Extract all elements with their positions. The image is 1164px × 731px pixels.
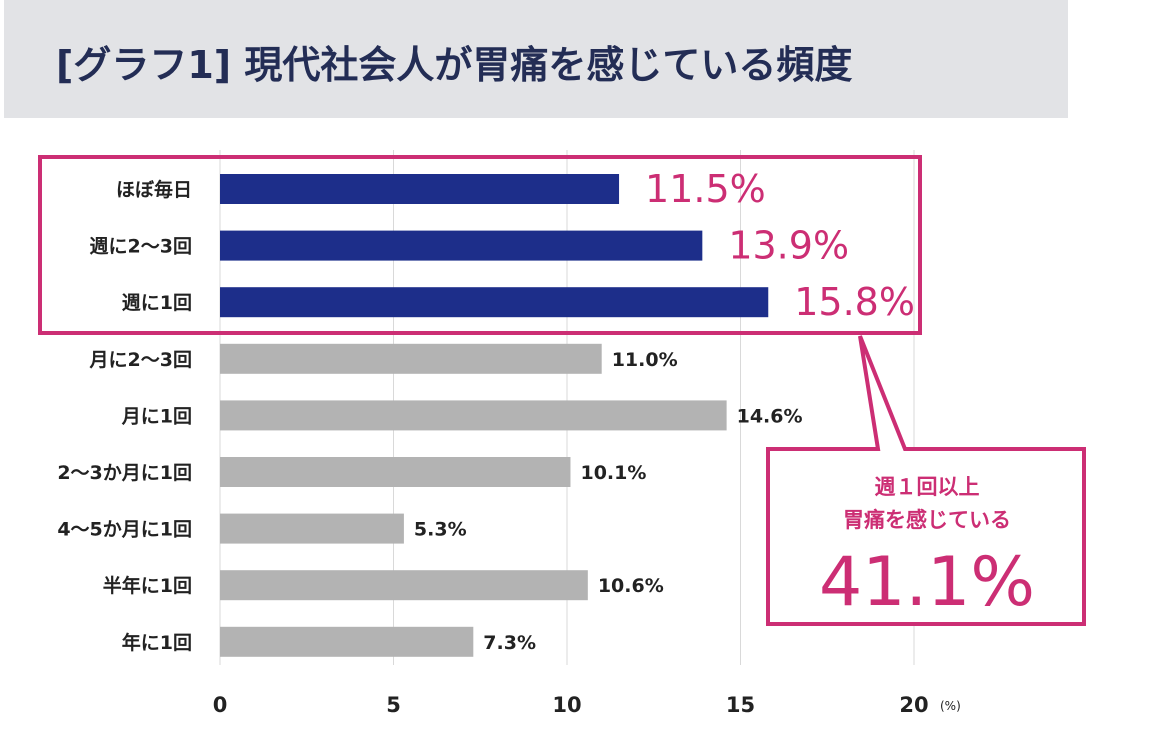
x-tick-label: 0	[213, 693, 228, 717]
category-label: ほぼ毎日	[116, 178, 192, 201]
category-label: 4〜5か月に1回	[57, 519, 192, 541]
category-label: 年に1回	[122, 631, 192, 654]
category-label: 週に2〜3回	[90, 236, 192, 258]
bar	[220, 343, 602, 374]
category-label: 2〜3か月に1回	[57, 462, 192, 484]
category-label: 月に2〜3回	[89, 349, 192, 371]
bar	[220, 400, 727, 431]
value-label: 11.5%	[645, 167, 766, 211]
bar	[220, 626, 474, 657]
callout-box	[766, 335, 1086, 626]
category-label: 月に1回	[121, 405, 192, 427]
value-label: 15.8%	[794, 280, 915, 324]
value-label: 5.3%	[414, 519, 467, 541]
title-bar: [グラフ1] 現代社会人が胃痛を感じている頻度	[4, 0, 1068, 118]
callout-title: 週１回以上	[875, 475, 980, 499]
x-tick-label: 5	[386, 693, 401, 717]
value-label: 10.1%	[580, 462, 646, 484]
bar	[220, 570, 588, 601]
bar	[220, 513, 404, 544]
x-axis-unit: (%)	[940, 699, 961, 713]
value-label: 10.6%	[598, 575, 664, 597]
value-label: 13.9%	[728, 224, 849, 268]
highlight-frame	[38, 155, 922, 335]
bar	[220, 287, 769, 318]
value-label: 14.6%	[737, 405, 803, 427]
x-tick-label: 20	[899, 693, 928, 717]
x-tick-label: 15	[726, 693, 755, 717]
bar	[220, 174, 620, 204]
bar	[220, 230, 703, 261]
category-label: 半年に1回	[103, 574, 192, 597]
value-label: 7.3%	[483, 632, 536, 654]
callout-subtitle: 胃痛を感じている	[843, 508, 1011, 532]
category-label: 週に1回	[122, 292, 192, 314]
x-tick-label: 10	[552, 693, 581, 717]
callout-value: 41.1%	[819, 543, 1035, 622]
bar	[220, 457, 571, 487]
chart-title: [グラフ1] 現代社会人が胃痛を感じている頻度	[56, 43, 853, 87]
value-label: 11.0%	[612, 349, 678, 371]
